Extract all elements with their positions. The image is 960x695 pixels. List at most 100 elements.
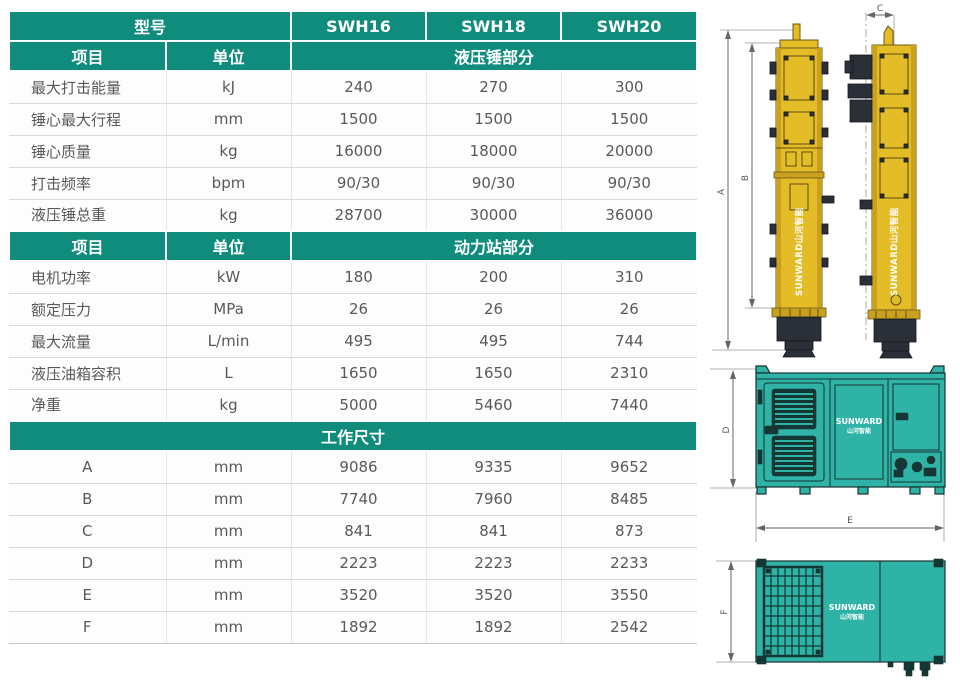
spec-item: 电机功率 [9, 261, 167, 294]
power-station-dimension-e: E [755, 492, 945, 542]
spec-value: 7960 [426, 483, 562, 516]
spec-unit: kJ [166, 71, 292, 104]
spec-value: 90/30 [291, 167, 427, 200]
fan-grille [762, 565, 824, 658]
unit-col-label: 单位 [164, 40, 293, 72]
spec-item: 最大流量 [9, 325, 167, 358]
hammer-dimension-a: A [712, 29, 800, 351]
spec-item: 液压油箱容积 [9, 357, 167, 390]
spec-value: 5460 [426, 389, 562, 422]
spec-value: 2223 [291, 547, 427, 580]
spec-value: 3550 [561, 579, 698, 612]
spec-value: 3520 [426, 579, 562, 612]
spec-value: 200 [426, 261, 562, 294]
spec-value: 2233 [561, 547, 698, 580]
table-row: 锤心质量 kg 16000 18000 20000 [9, 135, 698, 168]
spec-value: 20000 [561, 135, 698, 168]
door-handle [895, 412, 909, 421]
spec-value: 36000 [561, 199, 698, 232]
door-handle [764, 425, 779, 435]
spec-item: 额定压力 [9, 293, 167, 326]
spec-item: 液压锤总重 [9, 199, 167, 232]
spec-item: 最大打击能量 [9, 71, 167, 104]
unit-col-label: 单位 [164, 230, 293, 262]
dim-label-d: D [722, 426, 732, 433]
brand-name-cn: 山河智能 [840, 613, 864, 621]
spec-value: 90/30 [561, 167, 698, 200]
spec-item: D [9, 547, 167, 580]
spec-value: 1500 [426, 103, 562, 136]
model-swh16: SWH16 [290, 10, 428, 42]
spec-unit: L [166, 357, 292, 390]
spec-value: 1500 [561, 103, 698, 136]
spec-item: F [9, 611, 167, 644]
spec-value: 18000 [426, 135, 562, 168]
spec-value: 26 [291, 293, 427, 326]
section-title: 液压锤部分 [290, 40, 699, 72]
table-row: 打击频率 bpm 90/30 90/30 90/30 [9, 167, 698, 200]
spec-value: 5000 [291, 389, 427, 422]
spec-value: 495 [426, 325, 562, 358]
table-row: 额定压力 MPa 26 26 26 [9, 293, 698, 326]
spec-item: 打击频率 [9, 167, 167, 200]
hammer-front-view: SUNWARD山河智能 [769, 23, 835, 358]
section-header-hammer: 项目 单位 液压锤部分 [8, 40, 699, 72]
hammer-side-view: SUNWARD山河智能 [844, 25, 921, 359]
hammer-brand-vertical: SUNWARD山河智能 [794, 207, 805, 296]
spec-value: 1892 [291, 611, 427, 644]
spec-unit: mm [166, 103, 292, 136]
spec-value: 16000 [291, 135, 427, 168]
spec-item: A [9, 451, 167, 484]
spec-value: 30000 [426, 199, 562, 232]
spec-unit: mm [166, 611, 292, 644]
section-header-power: 项目 单位 动力站部分 [8, 230, 699, 262]
hammer-brand-vertical: SUNWARD山河智能 [889, 207, 900, 296]
spec-unit: mm [166, 451, 292, 484]
table-row: 液压锤总重 kg 28700 30000 36000 [9, 199, 698, 232]
section-title: 动力站部分 [290, 230, 699, 262]
spec-unit: MPa [166, 293, 292, 326]
section-title: 工作尺寸 [7, 420, 699, 452]
brand-name: SUNWARD [836, 417, 883, 426]
sunward-logo: SUNWARD 山河智能 [829, 603, 876, 621]
spec-value: 270 [426, 71, 562, 104]
spec-value: 841 [426, 515, 562, 548]
spec-value: 1650 [426, 357, 562, 390]
power-station-front-view: SUNWARD 山河智能 [755, 365, 946, 495]
table-row: 电机功率 kW 180 200 310 [9, 261, 698, 294]
spec-value: 310 [561, 261, 698, 294]
spec-unit: kW [166, 261, 292, 294]
spec-item: E [9, 579, 167, 612]
dim-label-f: F [720, 609, 730, 614]
section-header-dimensions: 工作尺寸 [7, 420, 699, 452]
spec-value: 8485 [561, 483, 698, 516]
spec-value: 90/30 [426, 167, 562, 200]
spec-unit: kg [166, 135, 292, 168]
spec-unit: bpm [166, 167, 292, 200]
spec-value: 3520 [291, 579, 427, 612]
spec-item: 净重 [9, 389, 167, 422]
spec-item: 锤心最大行程 [9, 103, 167, 136]
pump-unit [890, 451, 942, 483]
power-station-dimension-d: D [710, 368, 762, 489]
spec-item: C [9, 515, 167, 548]
sunward-logo: SUNWARD 山河智能 [836, 417, 883, 435]
power-station-top-view: SUNWARD 山河智能 [755, 558, 946, 677]
spec-value: 9335 [426, 451, 562, 484]
table-row: 净重 kg 5000 5460 7440 [9, 389, 698, 422]
spec-item: B [9, 483, 167, 516]
spec-unit: mm [166, 483, 292, 516]
spec-value: 2542 [561, 611, 698, 644]
spec-value: 744 [561, 325, 698, 358]
dim-label-b: B [741, 175, 751, 181]
spec-unit: kg [166, 389, 292, 422]
spec-value: 495 [291, 325, 427, 358]
dim-label-e: E [847, 516, 853, 526]
item-col-label: 项目 [8, 40, 167, 72]
technical-drawings: A B C [710, 4, 946, 677]
table-row: E mm 3520 3520 3550 [9, 579, 698, 612]
model-swh20: SWH20 [560, 10, 699, 42]
spec-value: 300 [561, 71, 698, 104]
spec-unit: mm [166, 547, 292, 580]
spec-value: 1892 [426, 611, 562, 644]
